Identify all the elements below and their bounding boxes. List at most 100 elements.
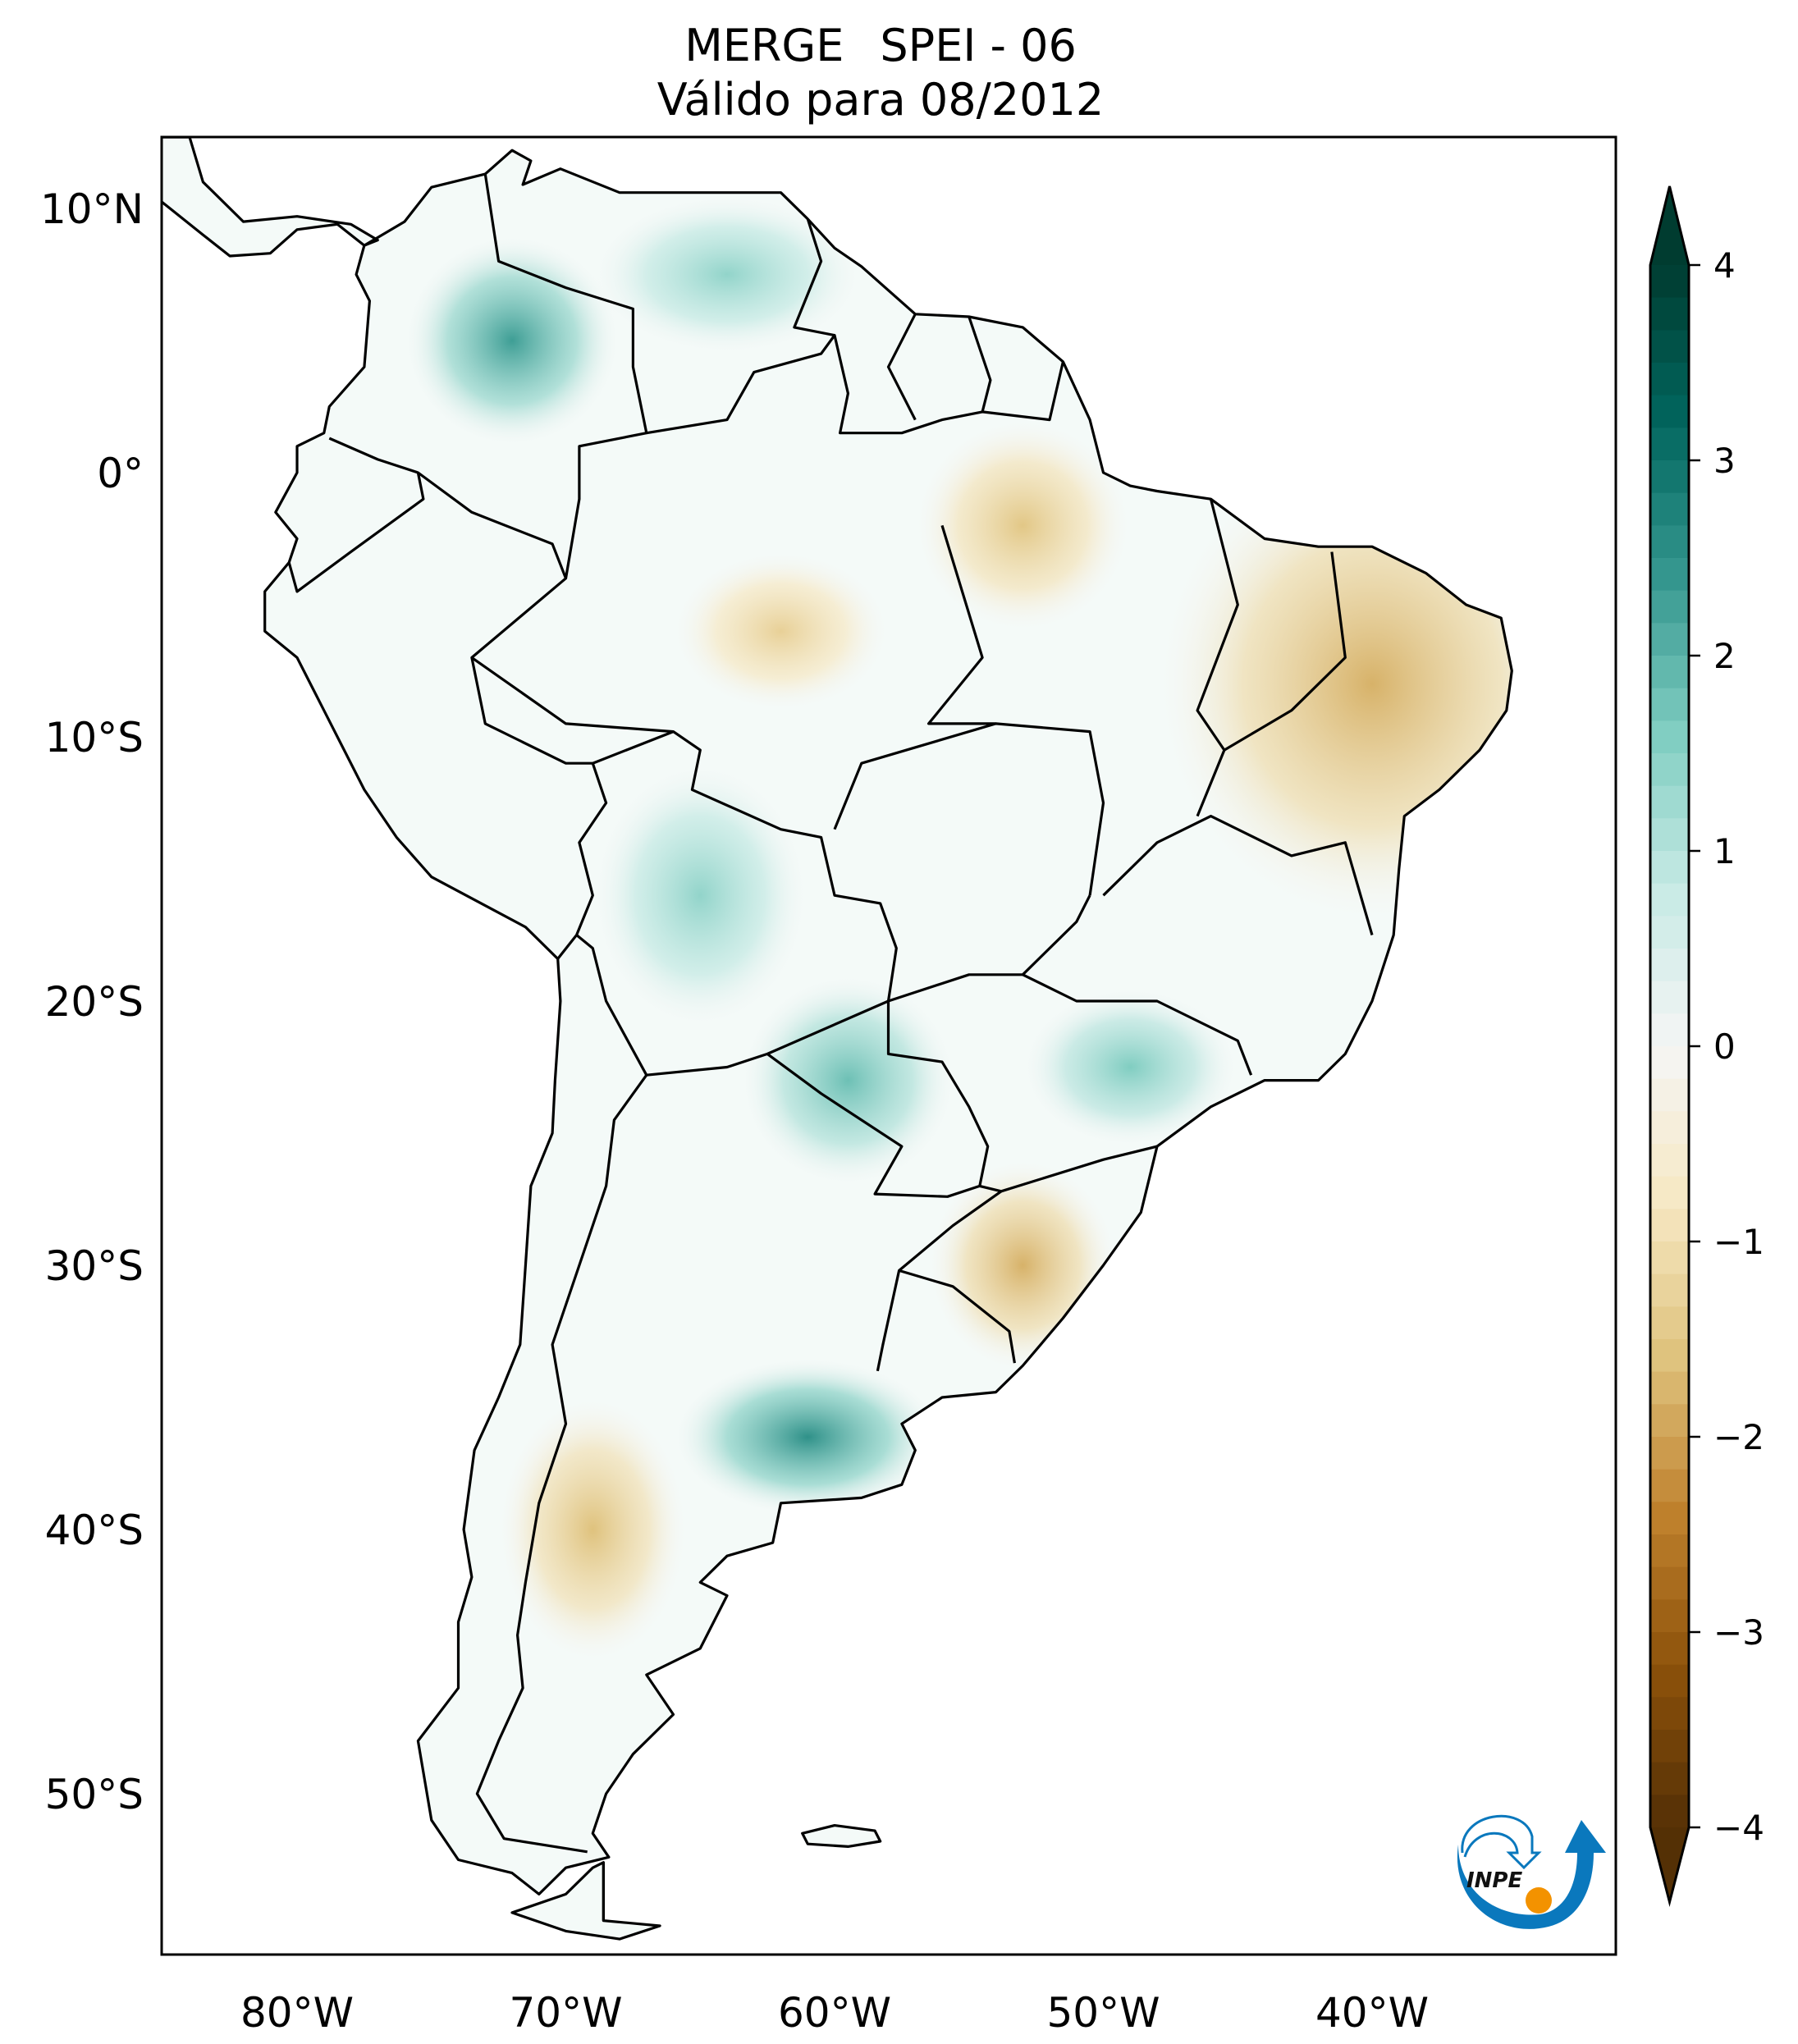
country-border (417, 471, 567, 579)
colorbar-segment (1650, 1697, 1689, 1731)
colorbar-segment (1650, 753, 1689, 787)
country-border (470, 656, 674, 734)
lat-tick-label: 40°S (45, 1507, 144, 1554)
colorbar-segment (1650, 1176, 1689, 1209)
colorbar-tick-label: 3 (1713, 441, 1736, 481)
anomaly-blob (1157, 446, 1512, 922)
colorbar-segment (1650, 428, 1689, 461)
dataset-name: MERGE (684, 20, 844, 71)
country-border (1196, 498, 1239, 817)
anomaly-blob (1023, 987, 1238, 1147)
lat-tick-label: 10°S (45, 714, 144, 761)
colorbar-segment (1650, 558, 1689, 592)
colorbar-segment (1650, 1795, 1689, 1828)
colorbar-extend-max (1650, 186, 1689, 265)
colorbar-segment (1650, 525, 1689, 559)
colorbar-segment (1650, 1664, 1689, 1698)
colorbar-segment (1650, 1730, 1689, 1763)
colorbar-tick-label: 1 (1713, 831, 1736, 871)
anomaly-blob (592, 194, 862, 354)
anomaly-blob (673, 1357, 942, 1516)
colorbar-segment (1650, 720, 1689, 754)
colorbar-segment (1650, 1404, 1689, 1438)
country-border (470, 173, 648, 765)
lon-tick-label: 50°W (1046, 1989, 1160, 2037)
colorbar-segment (1650, 818, 1689, 852)
anomaly-blob (498, 1397, 687, 1662)
colorbar-segment (1650, 330, 1689, 364)
coastline (263, 149, 1513, 1895)
anomaly-blob (673, 551, 889, 711)
colorbar-segment (1650, 1566, 1689, 1600)
colorbar-segment (1650, 395, 1689, 428)
anomaly-blob (915, 419, 1131, 632)
colorbar-segment (1650, 1469, 1689, 1502)
anomaly-blob (740, 974, 956, 1187)
country-border (1224, 551, 1347, 752)
colorbar-tick-label: −1 (1713, 1222, 1764, 1262)
logo-arrow-icon (1461, 1814, 1542, 1870)
country-border (968, 316, 992, 413)
colorbar-tick-label: −3 (1713, 1612, 1764, 1653)
lat-tick-label: 10°N (40, 185, 144, 233)
country-border (876, 1184, 1003, 1372)
country-border (287, 437, 425, 593)
colorbar-tick-label: 0 (1713, 1027, 1736, 1067)
map-title: MERGE SPEI - 06 (0, 21, 1761, 71)
colorbar-segment (1650, 297, 1689, 331)
colorbar-tick-label: 2 (1713, 636, 1736, 676)
colorbar-segment (1650, 656, 1689, 689)
coastline (801, 1824, 882, 1848)
colorbar-segment (1650, 1599, 1689, 1633)
colorbar-segment (1650, 1144, 1689, 1177)
inpe-logo: INPE (1457, 1814, 1606, 1929)
map-subtitle: Válido para 08/2012 (657, 74, 1105, 126)
lon-tick-label: 40°W (1315, 1989, 1429, 2037)
country-border (646, 334, 836, 435)
colorbar-segment (1650, 492, 1689, 526)
colorbar-segment (1650, 883, 1689, 917)
colorbar-segment (1650, 363, 1689, 396)
country-border (1022, 973, 1253, 1076)
colorbar-segment (1650, 785, 1689, 819)
colorbar-segment (1650, 1078, 1689, 1112)
colorbar-segment (1650, 981, 1689, 1014)
colorbar-segment (1650, 1013, 1689, 1047)
lon-tick-label: 60°W (778, 1989, 891, 2037)
colorbar-segment (1650, 851, 1689, 885)
country-border (1000, 1145, 1158, 1193)
colorbar-segment (1650, 1111, 1689, 1145)
country-border (888, 894, 1091, 1003)
colorbar-segment (1650, 1046, 1689, 1080)
country-border (833, 722, 1105, 896)
country-border (556, 762, 608, 960)
lon-tick-label: 80°W (240, 1989, 354, 2037)
colorbar-segment (1650, 460, 1689, 494)
anomaly-blob (592, 763, 808, 1028)
lat-tick-label: 20°S (45, 978, 144, 1026)
colorbar-segment (1650, 623, 1689, 656)
colorbar: 4 3 2 1 0 −1 −2 −3 −4 (1649, 185, 1764, 1907)
axes-frame (160, 135, 1617, 1956)
lon-tick-label: 70°W (509, 1989, 622, 2037)
colorbar-tick-label: 4 (1713, 245, 1736, 286)
colorbar-segment (1650, 1534, 1689, 1568)
logo-sun-icon (1526, 1887, 1552, 1914)
country-border (886, 313, 917, 421)
country-border (1102, 814, 1374, 935)
coastline (510, 1861, 661, 1941)
colorbar-segment (1650, 1632, 1689, 1666)
colorbar-segment (1650, 916, 1689, 949)
colorbar-segment (1650, 1762, 1689, 1795)
index-name: SPEI - 06 (880, 20, 1077, 71)
colorbar-segment (1650, 1502, 1689, 1535)
colorbar-segment (1650, 1273, 1689, 1307)
colorbar-segment (1650, 949, 1689, 982)
logo-text: INPE (1466, 1868, 1522, 1893)
country-border (793, 218, 1064, 435)
anomaly-blob (928, 1159, 1117, 1371)
colorbar-segment (1650, 1306, 1689, 1340)
country-border (899, 1269, 1016, 1364)
country-border (475, 1074, 648, 1854)
